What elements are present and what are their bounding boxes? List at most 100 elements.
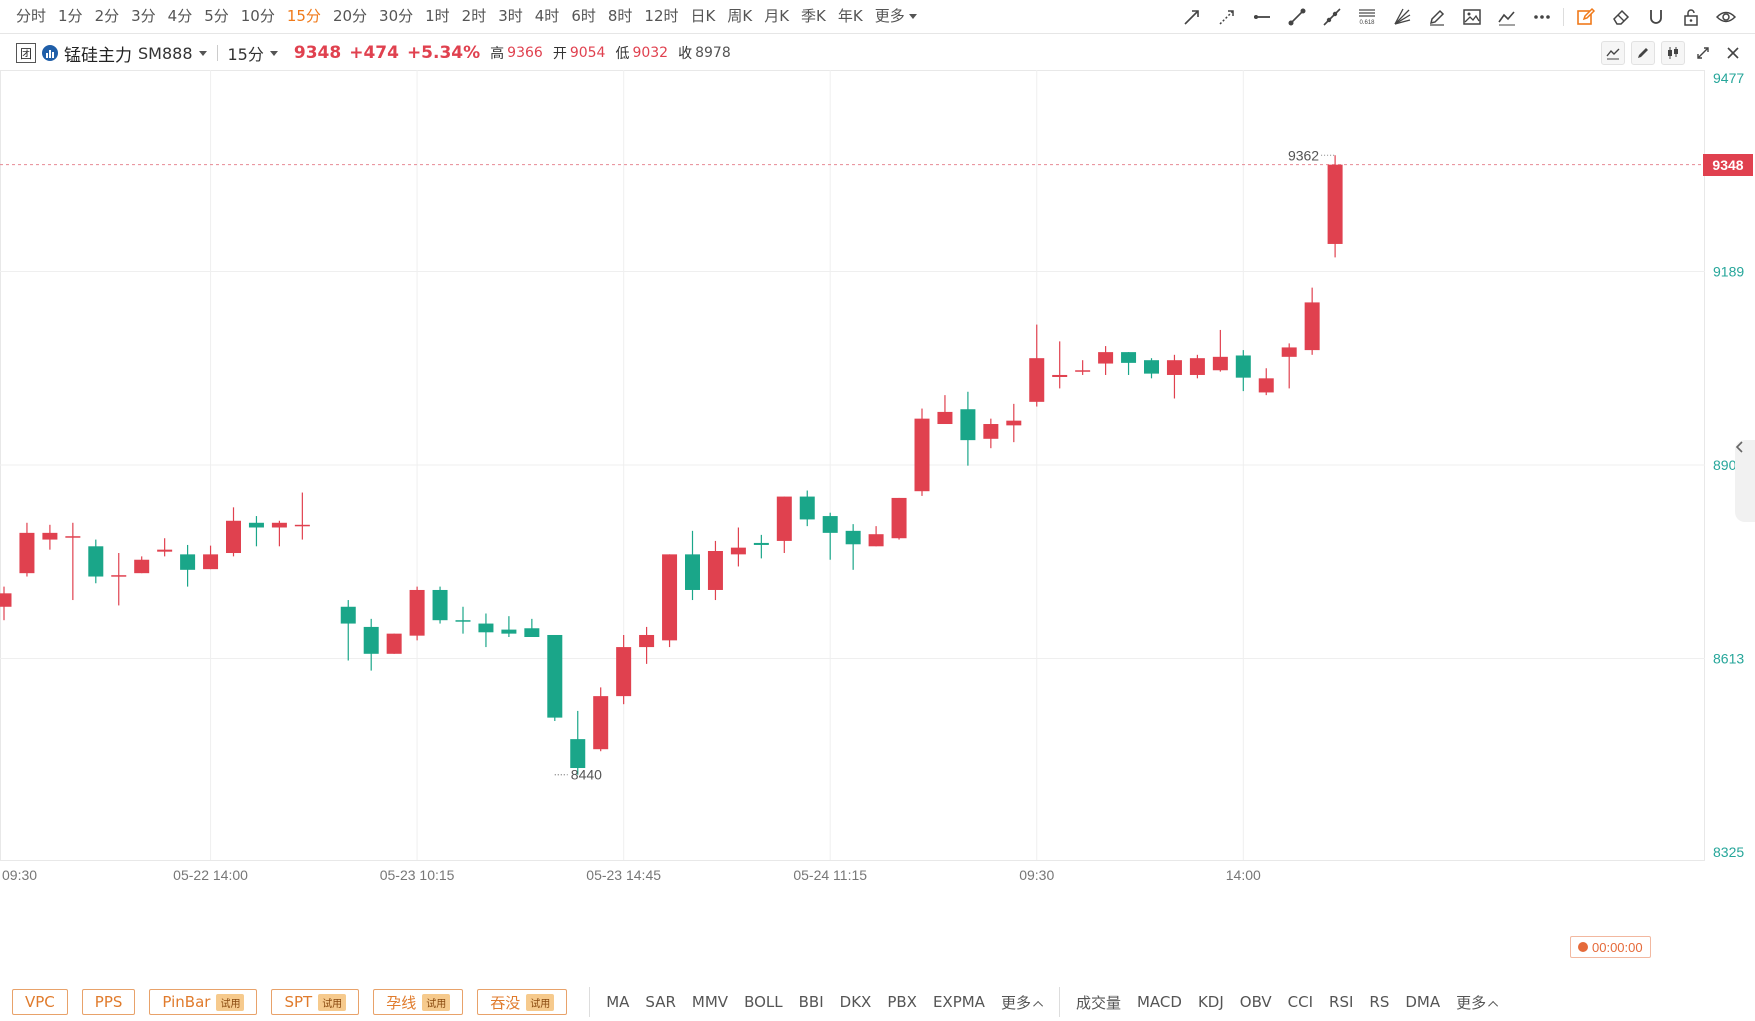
candlestick-chart[interactable]: 9477 9189 8901 8613 8325 09:30 05-22 14:00 05-2… bbox=[0, 70, 1755, 975]
more-icon[interactable] bbox=[1524, 0, 1559, 34]
eraser-icon[interactable] bbox=[1603, 0, 1638, 34]
fullscreen-icon[interactable] bbox=[1691, 41, 1715, 65]
symbol-code[interactable]: SM888 bbox=[138, 43, 193, 63]
fibonacci-icon[interactable]: 0.618 bbox=[1349, 0, 1384, 34]
close-icon[interactable] bbox=[1721, 41, 1745, 65]
indicator-option[interactable]: PBX bbox=[887, 993, 917, 1011]
indicator-option[interactable]: EXPMA bbox=[932, 993, 985, 1011]
candle-body bbox=[685, 554, 700, 590]
candle-body bbox=[983, 424, 999, 439]
candle-style-icon[interactable] bbox=[1661, 41, 1685, 65]
indicator-more-button[interactable]: 更多 bbox=[1448, 992, 1506, 1013]
indicator-option[interactable]: RSI bbox=[1329, 993, 1354, 1011]
indicator-option[interactable]: MMV bbox=[691, 993, 729, 1011]
chart-type-icon[interactable] bbox=[1601, 41, 1625, 65]
indicator-option[interactable]: SAR bbox=[645, 993, 676, 1011]
side-panel-toggle[interactable] bbox=[1735, 440, 1755, 522]
candle-body bbox=[662, 554, 678, 641]
period-tab[interactable]: 20分 bbox=[332, 6, 368, 25]
period-tab[interactable]: 季K bbox=[801, 6, 826, 25]
strategy-tag[interactable]: 吞没 试用 bbox=[477, 989, 568, 1015]
polyline-icon[interactable] bbox=[1489, 0, 1524, 34]
period-tab[interactable]: 6时 bbox=[571, 6, 596, 25]
indicator-more-button[interactable]: 更多 bbox=[993, 992, 1051, 1013]
candle-body bbox=[1029, 358, 1045, 402]
period-tab[interactable]: 10分 bbox=[240, 6, 275, 25]
indicator-option[interactable]: OBV bbox=[1239, 993, 1272, 1011]
main-indicator-list: MA SAR MMV BOLL BBI DKX PBX EXPMA 更多 bbox=[598, 992, 1051, 1013]
indicator-option[interactable]: 成交量 bbox=[1075, 993, 1121, 1012]
group-badge[interactable]: 团 bbox=[16, 43, 36, 63]
period-tab[interactable]: 2分 bbox=[94, 6, 120, 25]
lock-icon[interactable] bbox=[1673, 0, 1708, 34]
ray-line-icon[interactable] bbox=[1209, 0, 1244, 34]
candle-body bbox=[593, 696, 609, 750]
candle-body bbox=[707, 551, 723, 590]
x-axis-tick-label: 09:30 bbox=[1019, 867, 1054, 883]
indicator-option[interactable]: RS bbox=[1369, 993, 1390, 1011]
candle-body bbox=[180, 554, 196, 570]
fibonacci-label: 0.618 bbox=[1359, 20, 1375, 26]
indicator-option[interactable]: BBI bbox=[798, 993, 824, 1011]
period-tab[interactable]: 周K bbox=[727, 6, 753, 25]
period-tab[interactable]: 1时 bbox=[425, 6, 450, 25]
indicator-divider bbox=[1058, 987, 1060, 1017]
period-tab[interactable]: 30分 bbox=[379, 6, 414, 25]
period-tab[interactable]: 12时 bbox=[644, 6, 679, 25]
period-tab[interactable]: 年K bbox=[837, 6, 863, 25]
countdown-value: 00:00:00 bbox=[1592, 939, 1643, 955]
indicator-option[interactable]: KDJ bbox=[1197, 993, 1224, 1011]
symbol-dropdown-icon[interactable] bbox=[198, 50, 207, 56]
price-change-percent: +5.34% bbox=[406, 43, 481, 63]
magnet-icon[interactable] bbox=[1638, 0, 1673, 34]
image-icon[interactable] bbox=[1454, 0, 1489, 34]
x-axis-tick-label: 14:00 bbox=[1226, 867, 1261, 883]
period-tab[interactable]: 1分 bbox=[58, 6, 83, 25]
candle-body bbox=[455, 620, 471, 622]
strategy-tag[interactable]: VPC bbox=[12, 989, 68, 1015]
period-tab[interactable]: 5分 bbox=[204, 6, 229, 25]
trial-badge: 试用 bbox=[526, 993, 555, 1011]
edit-icon[interactable] bbox=[1631, 41, 1655, 65]
indicator-option[interactable]: MACD bbox=[1136, 993, 1182, 1011]
extended-line-icon[interactable] bbox=[1314, 0, 1349, 34]
drawing-toolbar: 0.618 bbox=[1174, 0, 1755, 34]
period-tab[interactable]: 月K bbox=[764, 6, 790, 25]
period-tab[interactable]: 分时 bbox=[16, 6, 47, 25]
period-more-button[interactable]: 更多 bbox=[869, 0, 923, 34]
period-tab[interactable]: 8时 bbox=[607, 6, 633, 25]
strategy-tag[interactable]: PPS bbox=[81, 989, 136, 1015]
header-divider bbox=[216, 45, 218, 61]
period-dropdown-icon[interactable] bbox=[269, 50, 278, 56]
strategy-tag[interactable]: SPT 试用 bbox=[271, 989, 360, 1015]
eye-icon[interactable] bbox=[1708, 0, 1743, 34]
pen-icon[interactable] bbox=[1419, 0, 1454, 34]
period-tab[interactable]: 2时 bbox=[461, 6, 487, 25]
period-tab[interactable]: 3时 bbox=[498, 6, 523, 25]
indicator-option[interactable]: BOLL bbox=[744, 993, 783, 1011]
strategy-tag[interactable]: 孕线 试用 bbox=[373, 989, 464, 1015]
trend-line-icon[interactable] bbox=[1174, 0, 1209, 34]
period-tab[interactable]: 4时 bbox=[534, 6, 560, 25]
indicator-option[interactable]: MA bbox=[606, 993, 630, 1011]
candle-body bbox=[547, 634, 563, 718]
draw-mode-icon[interactable] bbox=[1568, 0, 1603, 34]
segment-icon[interactable] bbox=[1279, 0, 1314, 34]
fan-icon[interactable] bbox=[1384, 0, 1419, 34]
period-tab[interactable]: 15分 bbox=[286, 6, 321, 25]
period-tab[interactable]: 日K bbox=[690, 6, 716, 25]
symbol-name[interactable]: 锰硅主力 bbox=[64, 45, 132, 66]
indicator-option[interactable]: DKX bbox=[839, 993, 872, 1011]
strategy-tag[interactable]: PinBar 试用 bbox=[149, 989, 258, 1015]
period-tab[interactable]: 3分 bbox=[131, 6, 156, 25]
horizontal-line-icon[interactable] bbox=[1244, 0, 1279, 34]
candle-body bbox=[1189, 358, 1205, 375]
trial-badge: 试用 bbox=[422, 993, 451, 1011]
indicator-option[interactable]: DMA bbox=[1405, 993, 1441, 1011]
period-tab[interactable]: 4分 bbox=[167, 6, 193, 25]
header-period[interactable]: 15分 bbox=[227, 45, 264, 64]
low-annotation-label: 8440 bbox=[571, 767, 602, 783]
period-toolbar: 分时 1分 2分 3分 4分 5分 10分 15分 20分 30分 1时 2时 3时 4时 6时 8时 12时日… bbox=[0, 0, 1755, 34]
indicator-option[interactable]: CCI bbox=[1287, 993, 1314, 1011]
